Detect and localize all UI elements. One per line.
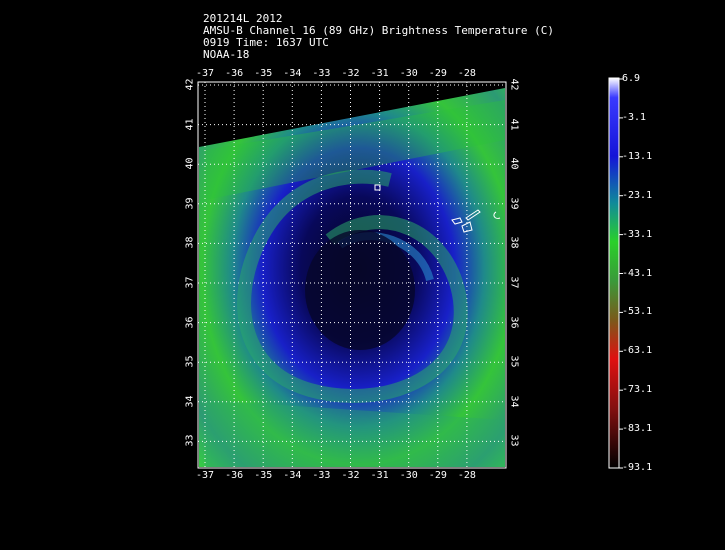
longitude-label-bottom: -33	[312, 470, 331, 481]
longitude-label-top: -33	[312, 68, 331, 79]
colorbar-label: -13.1	[622, 150, 653, 162]
latitude-label-left: 42	[184, 78, 196, 91]
colorbar-label: -93.1	[622, 462, 653, 473]
longitude-label-bottom: -30	[399, 470, 418, 481]
latitude-label-right: 35	[508, 355, 520, 368]
longitude-label-top: -29	[428, 68, 447, 79]
colorbar	[608, 77, 620, 469]
longitude-label-top: -34	[283, 68, 302, 79]
latitude-label-left: 34	[184, 395, 196, 408]
longitude-label-top: -31	[370, 68, 389, 79]
swath-imagery	[199, 88, 505, 467]
colorbar-label: -3.1	[622, 111, 647, 123]
longitude-label-bottom: -36	[225, 470, 244, 481]
longitude-label-top: -36	[225, 68, 244, 79]
satellite-name: NOAA-18	[203, 48, 250, 61]
sensor-description: AMSU-B Channel 16 (89 GHz) Brightness Te…	[203, 24, 554, 37]
graticule	[198, 82, 506, 468]
longitude-label-bottom: -32	[341, 470, 360, 481]
latitude-label-left: 40	[184, 157, 196, 170]
colorbar-label: -43.1	[622, 267, 653, 279]
longitude-label-top: -30	[399, 68, 418, 79]
colorbar-label: -83.1	[622, 423, 653, 435]
longitude-label-top: -35	[254, 68, 273, 79]
longitude-label-top: -37	[196, 68, 215, 79]
latitude-label-right: 38	[508, 236, 520, 249]
longitude-label-bottom: -35	[254, 470, 273, 481]
latitude-label-left: 37	[184, 276, 196, 289]
colorbar-label: -63.1	[622, 345, 653, 357]
latitude-label-left: 33	[184, 434, 196, 447]
latitude-label-right: 36	[508, 316, 520, 329]
latitude-label-right: 34	[508, 395, 520, 408]
latitude-label-left: 35	[184, 355, 196, 368]
colorbar-label: -23.1	[622, 189, 653, 201]
latitude-label-right: 37	[508, 276, 520, 289]
colorbar-label: -53.1	[622, 306, 653, 318]
colorbar-label: 6.9	[622, 73, 641, 84]
land-outline	[374, 184, 501, 233]
colorbar-ticks	[619, 78, 623, 469]
observation-time: 0919 Time: 1637 UTC	[203, 36, 329, 49]
latitude-label-right: 42	[508, 78, 520, 91]
longitude-label-top: -32	[341, 68, 360, 79]
longitude-label-top: -28	[457, 68, 476, 79]
latitude-label-left: 38	[184, 236, 196, 249]
colorbar-label: -73.1	[622, 384, 653, 396]
latitude-label-right: 41	[508, 118, 520, 131]
longitude-label-bottom: -31	[370, 470, 389, 481]
longitude-label-bottom: -28	[457, 470, 476, 481]
latitude-label-right: 40	[508, 157, 520, 170]
longitude-label-bottom: -34	[283, 470, 302, 481]
latitude-label-right: 33	[508, 434, 520, 447]
colorbar-label: -33.1	[622, 228, 653, 240]
latitude-label-right: 39	[508, 197, 520, 210]
latitude-label-left: 36	[184, 316, 196, 329]
latitude-label-left: 39	[184, 197, 196, 210]
longitude-label-bottom: -37	[196, 470, 215, 481]
longitude-label-bottom: -29	[428, 470, 447, 481]
latitude-label-left: 41	[184, 118, 196, 131]
storm-id: 201214L 2012	[203, 12, 283, 25]
